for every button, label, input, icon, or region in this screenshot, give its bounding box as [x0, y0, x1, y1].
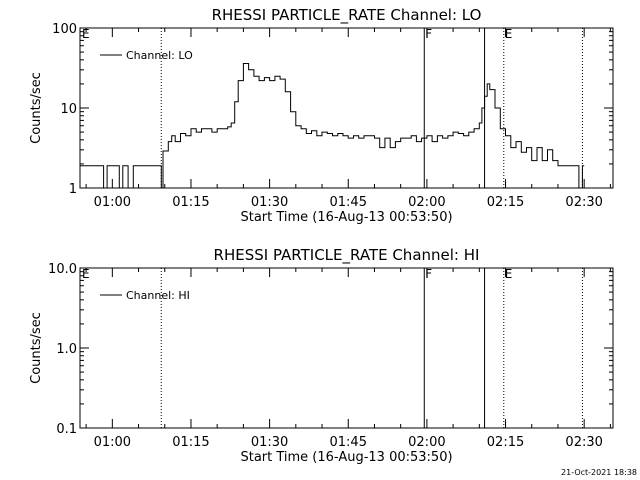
x-tick-label: 01:00	[94, 195, 131, 210]
x-tick-label: 01:45	[330, 435, 367, 450]
x-tick-label: 01:00	[94, 435, 131, 450]
x-tick-label: 02:15	[487, 195, 524, 210]
y-tick-label: 100	[52, 22, 77, 37]
plot-timestamp: 21-Oct-2021 18:38	[561, 468, 637, 477]
x-tick-label: 01:30	[251, 435, 288, 450]
y-axis-label: Counts/sec	[29, 72, 44, 144]
marker-flag-label: E	[505, 27, 513, 41]
legend-entry: Channel: LO	[126, 49, 193, 62]
y-tick-label: 1	[69, 182, 77, 197]
x-tick-label: 01:15	[172, 195, 209, 210]
x-tick-label: 02:00	[408, 195, 445, 210]
y-tick-label: 1.0	[56, 342, 77, 357]
y-axis-label: Counts/sec	[29, 312, 44, 384]
x-tick-label: 02:30	[565, 435, 602, 450]
x-tick-label: 02:00	[408, 435, 445, 450]
x-tick-label: 01:15	[172, 435, 209, 450]
corner-flag-label: E	[82, 27, 90, 41]
x-tick-label: 02:30	[565, 195, 602, 210]
y-tick-label: 0.1	[56, 422, 77, 437]
chart-panel: RHESSI PARTICLE_RATE Channel: LO 1 10 100 01…	[29, 6, 613, 225]
series-line	[80, 64, 584, 189]
chart-panel: RHESSI PARTICLE_RATE Channel: HI 0.1 1.0 10…	[29, 246, 613, 465]
legend-entry: Channel: HI	[126, 289, 190, 302]
corner-flag-label: E	[82, 267, 90, 281]
x-tick-label: 01:30	[251, 195, 288, 210]
marker-flag-label: E	[505, 267, 513, 281]
marker-flag-label: F	[425, 27, 432, 41]
marker-flag-label: F	[425, 267, 432, 281]
y-tick-label: 10	[60, 102, 77, 117]
chart-title: RHESSI PARTICLE_RATE Channel: LO	[212, 6, 482, 25]
chart-title: RHESSI PARTICLE_RATE Channel: HI	[214, 246, 480, 265]
x-tick-label: 02:15	[487, 435, 524, 450]
y-tick-label: 10.0	[48, 262, 77, 277]
x-tick-label: 01:45	[330, 195, 367, 210]
x-axis-label: Start Time (16-Aug-13 00:53:50)	[240, 450, 452, 465]
x-axis-label: Start Time (16-Aug-13 00:53:50)	[240, 210, 452, 225]
